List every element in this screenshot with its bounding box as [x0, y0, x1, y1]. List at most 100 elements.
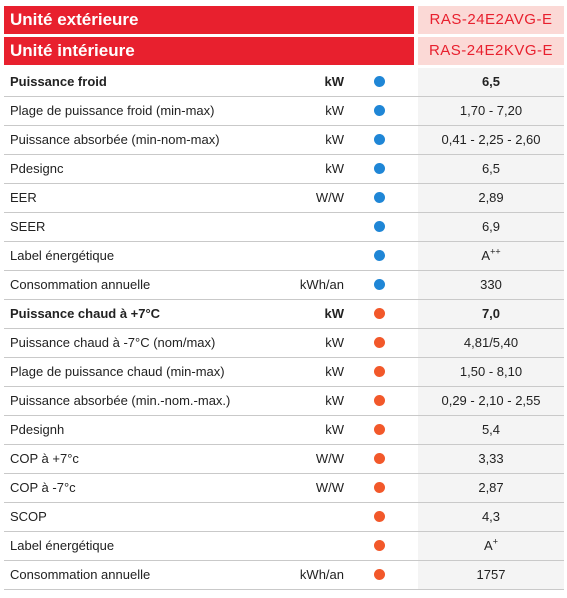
spec-value: 6,9 [418, 213, 564, 241]
spec-label: Label énergétique [10, 538, 115, 553]
spec-row: Consommation annuelle kWh/an 330 [4, 271, 564, 300]
spec-unit: kW [324, 306, 345, 321]
spec-unit: W/W [315, 190, 344, 205]
mode-dot [374, 163, 385, 174]
spec-value: A++ [418, 242, 564, 270]
spec-value: 330 [418, 271, 564, 299]
spec-value: A+ [418, 532, 564, 560]
mode-dot [374, 105, 385, 116]
model-name: RAS-24E2KVG-E [418, 37, 564, 65]
spec-label: COP à -7°c [10, 480, 76, 495]
mode-dot [374, 308, 385, 319]
dot-cell [344, 561, 414, 589]
spec-unit [284, 503, 344, 531]
spec-row: COP à +7°c W/W 3,33 [4, 445, 564, 474]
spec-label: Pdesignc [10, 161, 64, 176]
dot-cell [344, 358, 414, 386]
spec-label: Consommation annuelle [10, 567, 151, 582]
spec-value: 2,89 [418, 184, 564, 212]
dot-cell [344, 387, 414, 415]
mode-dot [374, 192, 385, 203]
dot-cell [344, 445, 414, 473]
spec-label: Pdesignh [10, 422, 65, 437]
dot-cell [344, 532, 414, 560]
dot-cell [344, 300, 414, 328]
spec-row: Plage de puissance chaud (min-max) kW 1,50… [4, 358, 564, 387]
spec-value: 4,81/5,40 [418, 329, 564, 357]
spec-unit: kW [325, 103, 344, 118]
spec-value: 0,29 - 2,10 - 2,55 [418, 387, 564, 415]
dot-cell [344, 68, 414, 96]
dot-cell [344, 271, 414, 299]
mode-dot [374, 482, 385, 493]
spec-label: Label énergétique [10, 248, 115, 263]
spec-row: Consommation annuelle kWh/an 1757 [4, 561, 564, 590]
dot-cell [344, 503, 414, 531]
dot-cell [344, 329, 414, 357]
spec-value: 1757 [418, 561, 564, 589]
mode-dot [374, 279, 385, 290]
spec-value: 3,33 [418, 445, 564, 473]
value-text: A [484, 538, 493, 553]
spec-label: Puissance chaud à -7°C (nom/max) [10, 335, 216, 350]
dot-cell [344, 97, 414, 125]
spec-value: 6,5 [418, 68, 564, 96]
spec-unit: kW [325, 364, 344, 379]
spec-unit: W/W [315, 451, 344, 466]
spec-label: COP à +7°c [10, 451, 79, 466]
spec-unit: kW [324, 74, 345, 89]
spec-value: 4,3 [418, 503, 564, 531]
model-name: RAS-24E2AVG-E [418, 6, 564, 34]
spec-row: Puissance froid kW 6,5 [4, 68, 564, 97]
spec-unit: kWh/an [299, 277, 344, 292]
spec-label: Consommation annuelle [10, 277, 151, 292]
mode-dot [374, 250, 385, 261]
spec-unit: kW [325, 422, 344, 437]
spec-row: SEER 6,9 [4, 213, 564, 242]
unit-type: Unité extérieure [4, 6, 414, 34]
unit-type: Unité intérieure [4, 37, 414, 65]
spec-label: Puissance absorbée (min.-nom.-max.) [10, 393, 231, 408]
mode-dot [374, 221, 385, 232]
spec-value: 1,50 - 8,10 [418, 358, 564, 386]
mode-dot [374, 134, 385, 145]
spec-label: EER [10, 190, 37, 205]
spec-value: 0,41 - 2,25 - 2,60 [418, 126, 564, 154]
dot-cell [344, 126, 414, 154]
value-sup: ++ [490, 246, 501, 257]
spec-row: Puissance absorbée (min.-nom.-max.) kW 0,2… [4, 387, 564, 416]
spec-unit: kW [325, 132, 344, 147]
dot-cell [344, 474, 414, 502]
spec-label: SEER [10, 219, 46, 234]
mode-dot [374, 424, 385, 435]
mode-dot [374, 540, 385, 551]
spec-row: Plage de puissance froid (min-max) kW 1,70… [4, 97, 564, 126]
spec-row: COP à -7°c W/W 2,87 [4, 474, 564, 503]
dot-cell [344, 242, 414, 270]
mode-dot [374, 366, 385, 377]
value-sup: + [492, 536, 498, 547]
header-row: Unité intérieure RAS-24E2KVG-E [4, 37, 564, 65]
spec-value: 2,87 [418, 474, 564, 502]
spec-label: SCOP [10, 509, 47, 524]
spec-value: 7,0 [418, 300, 564, 328]
spec-label: Puissance chaud à +7°C [10, 306, 161, 321]
spec-unit [284, 242, 344, 270]
mode-dot [374, 337, 385, 348]
dot-cell [344, 184, 414, 212]
spec-unit: kWh/an [299, 567, 344, 582]
spec-row: Puissance absorbée (min-nom-max) kW 0,41 -… [4, 126, 564, 155]
mode-dot [374, 511, 385, 522]
spec-label: Puissance froid [10, 74, 107, 89]
spec-label: Plage de puissance froid (min-max) [10, 103, 215, 118]
spec-unit [284, 213, 344, 241]
dot-cell [344, 416, 414, 444]
spec-value: 1,70 - 7,20 [418, 97, 564, 125]
spec-unit: kW [325, 393, 344, 408]
header-row: Unité extérieure RAS-24E2AVG-E [4, 6, 564, 34]
spec-row: Pdesignc kW 6,5 [4, 155, 564, 184]
spec-value: 6,5 [418, 155, 564, 183]
spec-row: EER W/W 2,89 [4, 184, 564, 213]
mode-dot [374, 395, 385, 406]
